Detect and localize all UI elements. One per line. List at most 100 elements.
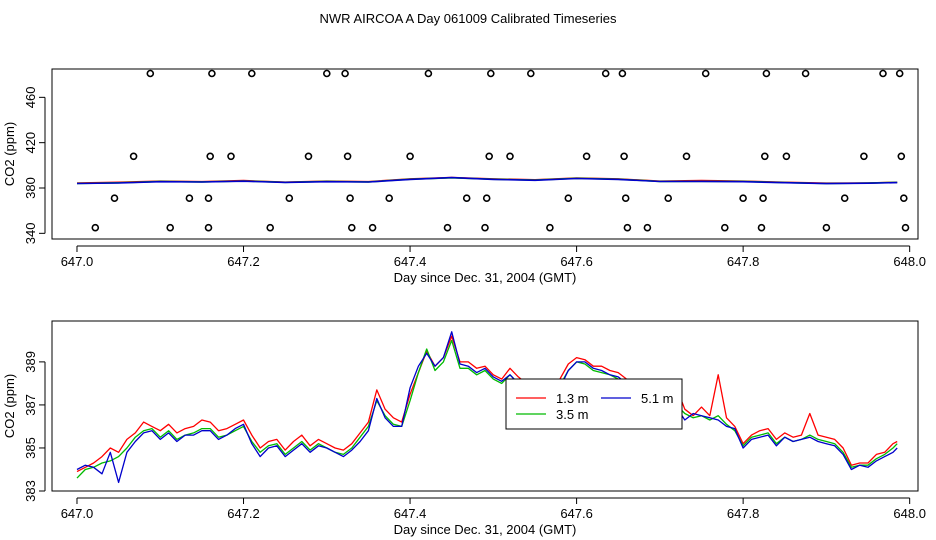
outlier-point — [166, 223, 174, 232]
top-x-tick-label: 647.8 — [727, 254, 760, 269]
bottom-y-axis-title: CO2 (ppm) — [2, 374, 17, 438]
outlier-point — [285, 194, 294, 202]
outlier-point — [443, 223, 452, 232]
outlier-point — [341, 69, 349, 78]
bot-x-tick-label: 647.8 — [727, 506, 760, 521]
outlier-point — [146, 69, 155, 78]
outlier-point — [757, 223, 766, 232]
bottom-x-axis-title: Day since Dec. 31, 2004 (GMT) — [394, 522, 577, 537]
outlier-point — [879, 69, 887, 78]
outlier-point — [368, 223, 377, 232]
bottom-y-axis: 383 385 387 389 — [23, 351, 46, 502]
outlier-point — [664, 194, 673, 202]
outlier-point — [739, 194, 747, 202]
outlier-point — [204, 194, 213, 202]
outlier-point — [620, 152, 628, 161]
bottom-series-lines — [76, 331, 898, 484]
bot-x-tick-label: 647.4 — [394, 506, 427, 521]
bot-y-tick-label: 389 — [23, 351, 38, 373]
outlier-point — [762, 69, 771, 78]
top-y-tick-label: 420 — [23, 132, 38, 154]
outlier-point — [895, 69, 904, 78]
bottom-plot-frame — [51, 320, 919, 492]
outlier-point — [424, 69, 433, 78]
outlier-point — [897, 152, 906, 161]
legend-box — [505, 378, 683, 430]
outlier-point — [601, 69, 610, 78]
top-x-tick-label: 647.6 — [560, 254, 593, 269]
outlier-point — [623, 223, 632, 232]
outlier-point — [801, 69, 810, 78]
outlier-point — [129, 152, 138, 161]
outlier-point — [110, 194, 119, 202]
legend-label-5-1m: 5.1 m — [641, 391, 674, 406]
top-series-line-5-1-m — [76, 176, 898, 185]
bot-y-tick-label: 385 — [23, 437, 38, 459]
bot-y-tick-label: 387 — [23, 394, 38, 416]
outlier-point — [618, 69, 627, 78]
outlier-point — [486, 69, 495, 78]
top-x-axis: 647.0 647.2 647.4 647.6 647.8 648.0 — [61, 245, 926, 269]
outlier-point — [385, 194, 394, 202]
outlier-point — [346, 194, 354, 202]
bottom-panel: 647.0 647.2 647.4 647.6 647.8 648.0 383 385 387… — [2, 320, 926, 537]
outlier-point — [204, 223, 213, 232]
outlier-point — [485, 152, 494, 161]
top-x-tick-label: 647.0 — [61, 254, 94, 269]
outlier-point — [760, 152, 769, 161]
outlier-point — [266, 223, 275, 232]
top-x-tick-label: 647.4 — [394, 254, 427, 269]
outlier-point — [248, 69, 256, 78]
outlier-point — [406, 152, 414, 161]
outlier-point — [526, 69, 535, 78]
outlier-point — [481, 223, 489, 232]
outlier-point — [185, 194, 194, 202]
bot-y-tick-label: 383 — [23, 480, 38, 502]
outlier-point — [227, 152, 235, 161]
outlier-point — [621, 194, 630, 202]
bot-x-tick-label: 648.0 — [893, 506, 926, 521]
outlier-point — [482, 194, 491, 202]
top-series-lines — [76, 176, 898, 185]
top-y-tick-label: 340 — [23, 222, 38, 244]
outlier-point — [701, 69, 710, 78]
top-y-axis: 340 380 420 460 — [23, 86, 46, 244]
top-panel: 647.0 647.2 647.4 647.6 647.8 648.0 340 380 420… — [2, 68, 926, 285]
bottom-x-axis: 647.0 647.2 647.4 647.6 647.8 648.0 — [61, 497, 926, 521]
outlier-point — [759, 194, 767, 202]
outlier-point — [91, 223, 100, 232]
bot-series-line-3-5-m — [76, 339, 898, 479]
outlier-point — [901, 223, 910, 232]
top-outlier-points — [91, 69, 910, 232]
outlier-point — [582, 152, 591, 161]
outlier-point — [304, 152, 313, 161]
top-x-tick-label: 647.2 — [227, 254, 260, 269]
outlier-point — [208, 69, 216, 78]
bot-series-line-5-1-m — [76, 331, 898, 484]
top-y-tick-label: 460 — [23, 86, 38, 108]
bot-series-line-1-3-m — [76, 335, 898, 473]
legend: 1.3 m 5.1 m 3.5 m — [505, 378, 683, 430]
outlier-point — [343, 152, 352, 161]
legend-label-1-3m: 1.3 m — [556, 391, 589, 406]
outlier-point — [643, 223, 652, 232]
legend-label-3-5m: 3.5 m — [556, 407, 589, 422]
outlier-point — [720, 223, 729, 232]
outlier-point — [546, 223, 554, 232]
outlier-point — [782, 152, 791, 161]
bot-x-tick-label: 647.6 — [560, 506, 593, 521]
top-y-axis-title: CO2 (ppm) — [2, 122, 17, 186]
bot-x-tick-label: 647.2 — [227, 506, 260, 521]
top-plot-frame — [51, 68, 919, 240]
outlier-point — [682, 152, 691, 161]
outlier-point — [347, 223, 356, 232]
outlier-point — [206, 152, 214, 161]
outlier-point — [462, 194, 471, 202]
outlier-point — [860, 152, 868, 161]
outlier-point — [564, 194, 573, 202]
outlier-point — [899, 194, 908, 202]
top-y-tick-label: 380 — [23, 177, 38, 199]
outlier-point — [822, 223, 831, 232]
top-x-axis-title: Day since Dec. 31, 2004 (GMT) — [394, 270, 577, 285]
